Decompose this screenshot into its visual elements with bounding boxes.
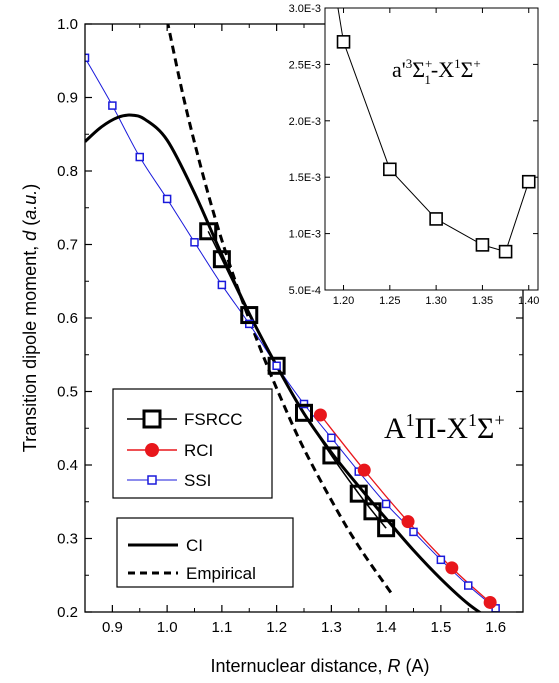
ssi-point — [327, 433, 336, 443]
fsrcc-point — [377, 519, 396, 538]
fsrcc-point — [240, 306, 259, 325]
legend-entry-rci: RCI — [127, 441, 213, 460]
legend-box-2 — [116, 517, 294, 588]
ssi-point — [464, 581, 473, 590]
ssi-point — [190, 238, 199, 247]
legend-ci-empirical: CI Empirical — [116, 517, 294, 588]
x-tick-label: 0.9 — [102, 619, 123, 636]
main-state-label: A1Π-X1Σ+ — [384, 410, 505, 445]
legend-label-ci: CI — [186, 536, 203, 555]
inset-x-tick-label: 1.25 — [379, 295, 400, 307]
inset-y-tick-label: 2.0E-3 — [289, 116, 321, 128]
ssi-point — [409, 527, 418, 537]
inset-point — [475, 238, 490, 252]
x-tick-label: 1.4 — [376, 619, 397, 636]
inset-point — [498, 244, 513, 259]
ssi-point — [85, 53, 90, 63]
y-tick-label: 0.9 — [57, 90, 78, 107]
rci-point — [313, 408, 327, 422]
legend-entry-ssi: SSI — [127, 471, 211, 490]
inset-x-tick-label: 1.40 — [518, 295, 539, 307]
inset-y-tick-label: 1.5E-3 — [289, 172, 321, 184]
legend-marker-fsrcc — [142, 409, 162, 429]
inset-point — [336, 35, 351, 49]
ssi-point — [436, 555, 446, 565]
legend-marker-rci — [145, 443, 159, 457]
fsrcc-point — [212, 250, 231, 269]
y-tick-label: 0.4 — [57, 457, 78, 474]
legend-entry-fsrcc: FSRCC — [127, 409, 243, 429]
x-tick-label: 1.2 — [266, 619, 287, 636]
x-axis-title: Internuclear distance, R (A) — [210, 656, 429, 676]
ssi-point — [217, 280, 227, 290]
series-ssi-line — [85, 57, 496, 609]
legend-label-fsrcc: FSRCC — [184, 410, 243, 429]
inset-series-line — [343, 41, 530, 253]
x-tick-label: 1.0 — [157, 619, 178, 636]
y-axis-title: Transition dipole moment, d (a.u.) — [20, 184, 40, 452]
ssi-point — [162, 194, 172, 204]
x-tick-label: 1.5 — [430, 619, 451, 636]
main-plot-frame — [84, 23, 524, 613]
fsrcc-point — [322, 446, 341, 465]
legend-entry-empirical: Empirical — [128, 564, 256, 583]
rci-point — [357, 463, 371, 477]
legend-label-rci: RCI — [184, 441, 213, 460]
main-series-group — [85, 24, 500, 612]
inset-y-tick-label: 1.0E-3 — [289, 229, 321, 241]
x-tick-label: 1.3 — [321, 619, 342, 636]
x-tick-label: 1.1 — [211, 619, 232, 636]
legend-marker-ssi — [147, 475, 157, 485]
rci-point — [445, 561, 459, 575]
inset-state-label: a'3Σ+ 1-X1Σ+ — [392, 56, 481, 87]
inset-point — [429, 212, 443, 226]
ssi-point — [135, 152, 144, 162]
inset-plot: 1.20 1.25 1.30 1.35 1.40 5.0E-4 1.0E-3 1.5E-3 2.… — [289, 3, 540, 307]
fsrcc-point — [363, 502, 382, 521]
y-tick-label: 1.0 — [57, 16, 78, 33]
inset-x-tick-label: 1.30 — [425, 295, 446, 307]
ssi-point — [108, 101, 117, 110]
inset-y-tick-label: 3.0E-3 — [289, 3, 321, 15]
ssi-point — [381, 499, 391, 509]
inset-x-tick-label: 1.20 — [333, 295, 354, 307]
x-tick-label: 1.6 — [485, 619, 506, 636]
inset-background — [325, 8, 538, 290]
inset-y-tick-label: 2.5E-3 — [289, 59, 321, 71]
inset-y-tick-label: 5.0E-4 — [289, 285, 321, 297]
ssi-point — [272, 361, 281, 371]
rci-point — [401, 515, 415, 529]
y-tick-label: 0.7 — [57, 237, 78, 254]
fsrcc-point — [349, 484, 368, 503]
legend-fsrcc-rci-ssi: FSRCC RCI SSI — [112, 388, 273, 499]
rci-point — [483, 595, 497, 609]
main-plot: 0.9 1.0 1.1 1.2 1.3 1.4 1.5 1.6 0.2 0.3 0.4 0.5 0.6 0… — [57, 16, 524, 636]
inset-x-tick-label: 1.35 — [472, 295, 493, 307]
y-tick-label: 0.2 — [57, 604, 78, 621]
y-tick-label: 0.3 — [57, 531, 78, 548]
inset-series-group — [336, 8, 536, 259]
series-empirical-line — [166, 24, 393, 595]
fsrcc-point — [267, 356, 286, 375]
inset-point — [521, 174, 536, 189]
y-tick-label: 0.6 — [57, 310, 78, 327]
fsrcc-point — [295, 403, 313, 422]
fsrcc-point — [199, 222, 218, 241]
y-tick-label: 0.5 — [57, 384, 78, 401]
y-tick-label: 0.8 — [57, 163, 78, 180]
legend-entry-ci: CI — [128, 536, 203, 555]
legend-label-ssi: SSI — [184, 471, 211, 490]
legend-label-empirical: Empirical — [186, 564, 256, 583]
series-fsrcc-line — [207, 230, 387, 529]
inset-frame — [324, 7, 539, 291]
inset-point — [383, 162, 397, 177]
